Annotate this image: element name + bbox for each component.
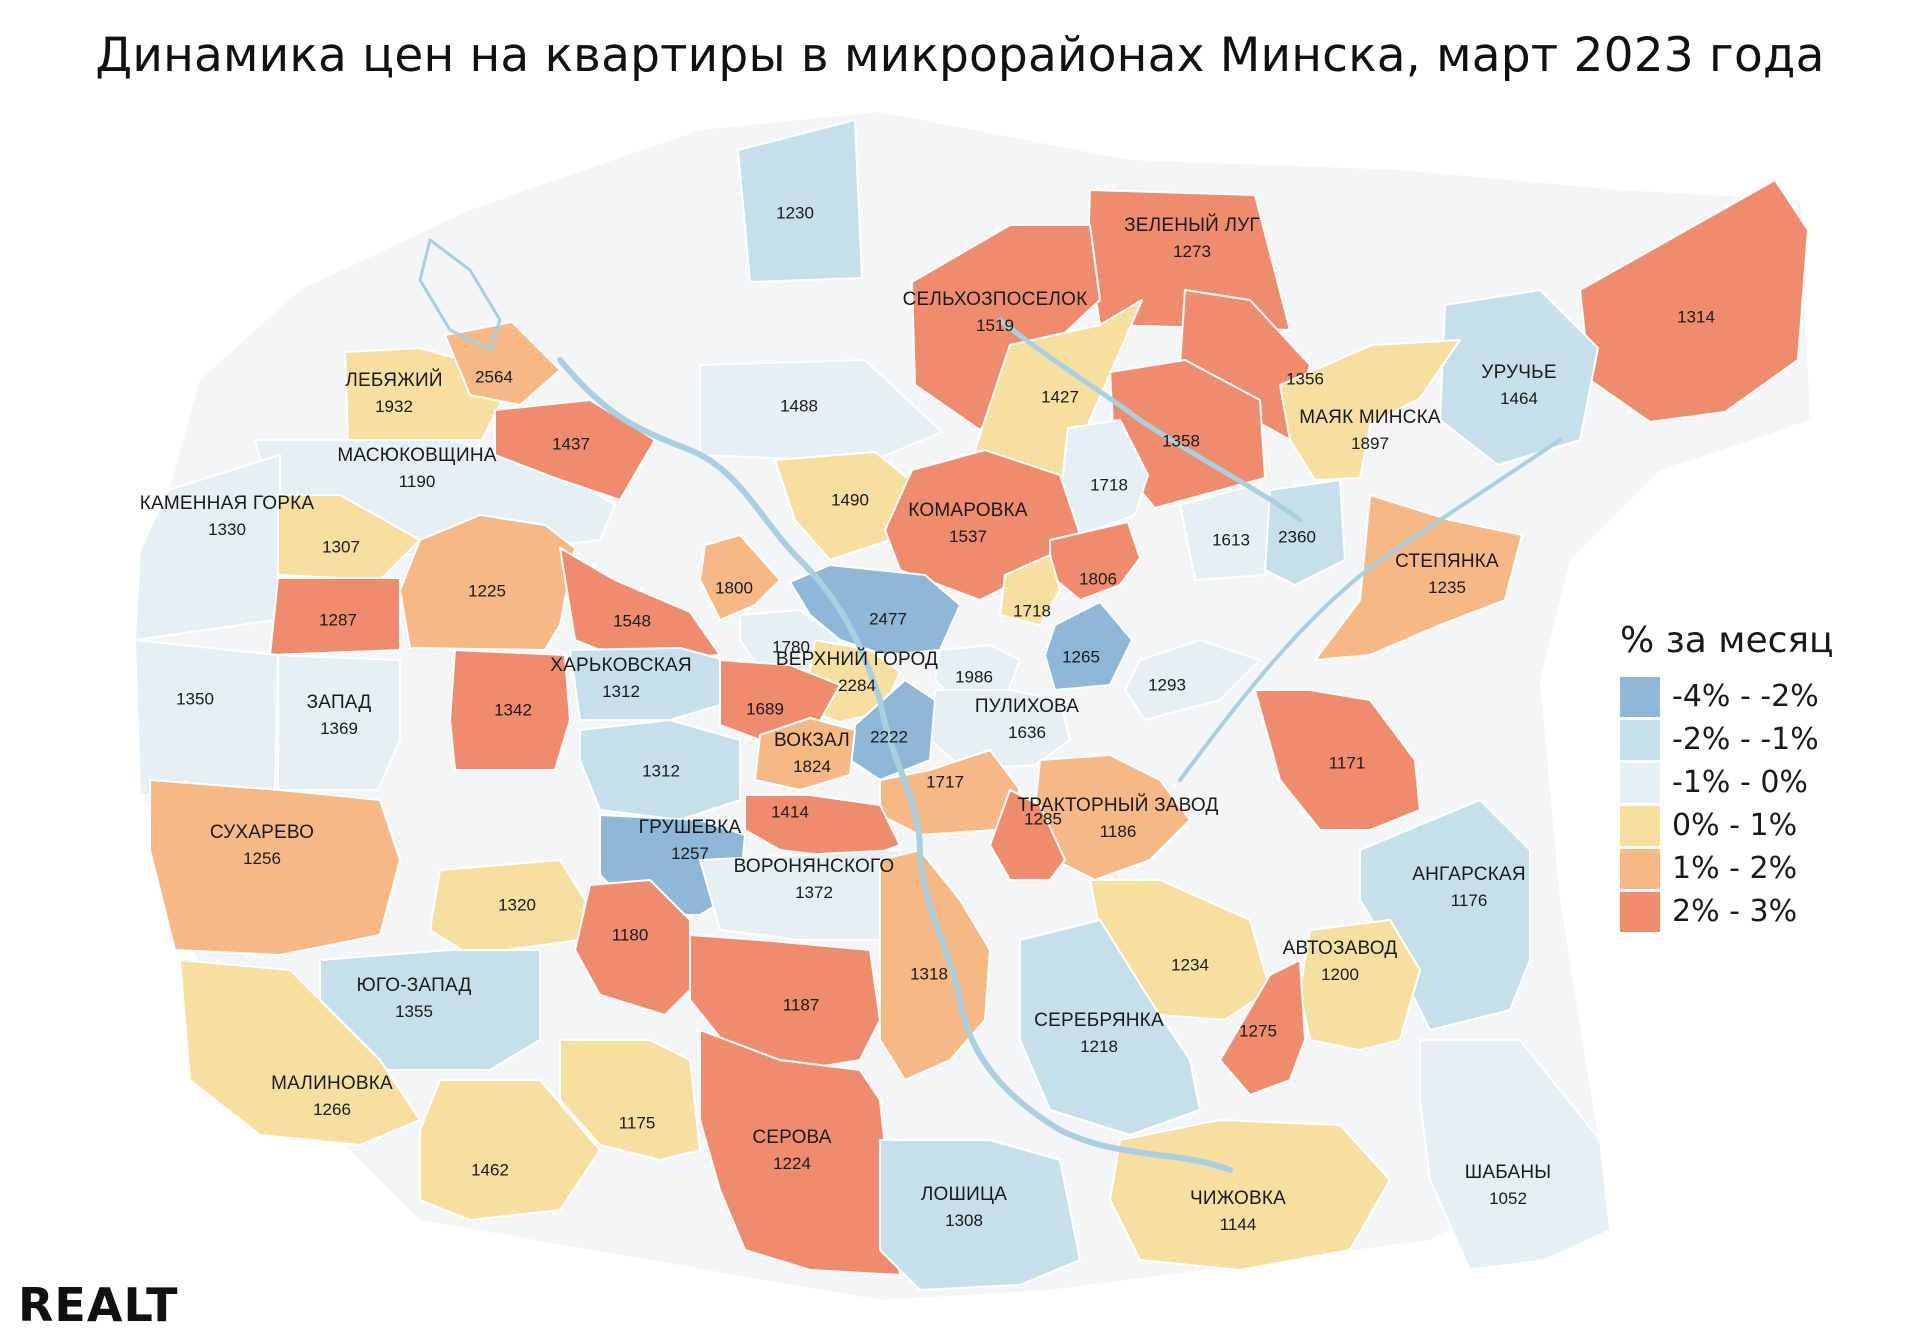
map-title: Динамика цен на квартиры в микрорайонах … <box>95 28 1825 83</box>
district-1314 <box>1579 179 1809 423</box>
district-voronyanskogo <box>699 849 906 941</box>
legend-item: -1% - 0% <box>1620 761 1834 804</box>
district-malinovka <box>179 959 421 1146</box>
legend-swatch <box>1620 805 1660 846</box>
legend-label: 2% - 3% <box>1672 894 1798 929</box>
realt-logo: REALT <box>18 1278 179 1332</box>
district-1312-c <box>579 719 741 821</box>
legend-swatch <box>1620 676 1660 717</box>
district-stepyanka <box>1314 494 1523 661</box>
district-kharkovskaya <box>569 647 726 721</box>
district-1230 <box>737 119 863 283</box>
district-loshitsa <box>879 1139 1081 1291</box>
legend-item: 1% - 2% <box>1620 847 1834 890</box>
district-1307 <box>277 494 421 581</box>
district-1175 <box>559 1039 701 1161</box>
district-1800 <box>699 534 781 621</box>
legend-items: -4% - -2% -2% - -1% -1% - 0% 0% - 1% 1% - 2%… <box>1620 675 1834 933</box>
district-1488 <box>699 359 943 463</box>
district-mayak-minska <box>1279 339 1461 481</box>
district-chizhovka <box>1109 1119 1391 1271</box>
legend-label: 1% - 2% <box>1672 851 1798 886</box>
district-pulikhova <box>929 689 1071 771</box>
legend-item: -4% - -2% <box>1620 675 1834 718</box>
district-1287 <box>269 577 401 656</box>
legend-item: 0% - 1% <box>1620 804 1834 847</box>
legend-item: 2% - 3% <box>1620 890 1834 933</box>
district-1225 <box>399 514 576 651</box>
district-1718-c <box>999 554 1061 626</box>
district-sukharevo <box>149 779 401 956</box>
district-2360 <box>1264 479 1346 586</box>
district-1320 <box>429 859 586 956</box>
district-1548 <box>559 547 721 661</box>
legend-swatch <box>1620 762 1660 803</box>
district-1350 <box>134 639 279 796</box>
district-serebryanka <box>1019 919 1201 1136</box>
district-serova <box>699 1029 901 1276</box>
district-1437 <box>494 399 656 501</box>
legend-swatch <box>1620 719 1660 760</box>
district-uruchye <box>1439 289 1599 466</box>
legend-label: 0% - 1% <box>1672 808 1798 843</box>
district-1171 <box>1254 689 1421 831</box>
legend-label: -1% - 0% <box>1672 765 1808 800</box>
legend-item: -2% - -1% <box>1620 718 1834 761</box>
district-vokzal <box>754 717 856 791</box>
district-1187 <box>689 934 881 1071</box>
legend-label: -2% - -1% <box>1672 722 1819 757</box>
legend-title: % за месяц <box>1620 620 1834 661</box>
district-1427 <box>974 299 1143 491</box>
district-kamennaya-gorka <box>134 454 281 641</box>
district-avtozavod <box>1299 919 1421 1051</box>
district-1180 <box>574 879 691 1016</box>
legend: % за месяц -4% - -2% -2% - -1% -1% - 0% 0% … <box>1620 620 1834 933</box>
district-shabany <box>1419 1039 1611 1271</box>
legend-swatch <box>1620 848 1660 889</box>
district-zapad <box>277 654 401 791</box>
district-1285 <box>989 789 1066 881</box>
rivers <box>418 238 1562 1173</box>
district-1342 <box>449 649 571 771</box>
district-1293 <box>1124 639 1261 721</box>
district-1275 <box>1219 959 1306 1096</box>
legend-swatch <box>1620 891 1660 932</box>
district-1265 <box>1044 601 1133 691</box>
district-1462 <box>419 1079 601 1221</box>
legend-label: -4% - -2% <box>1672 679 1819 714</box>
